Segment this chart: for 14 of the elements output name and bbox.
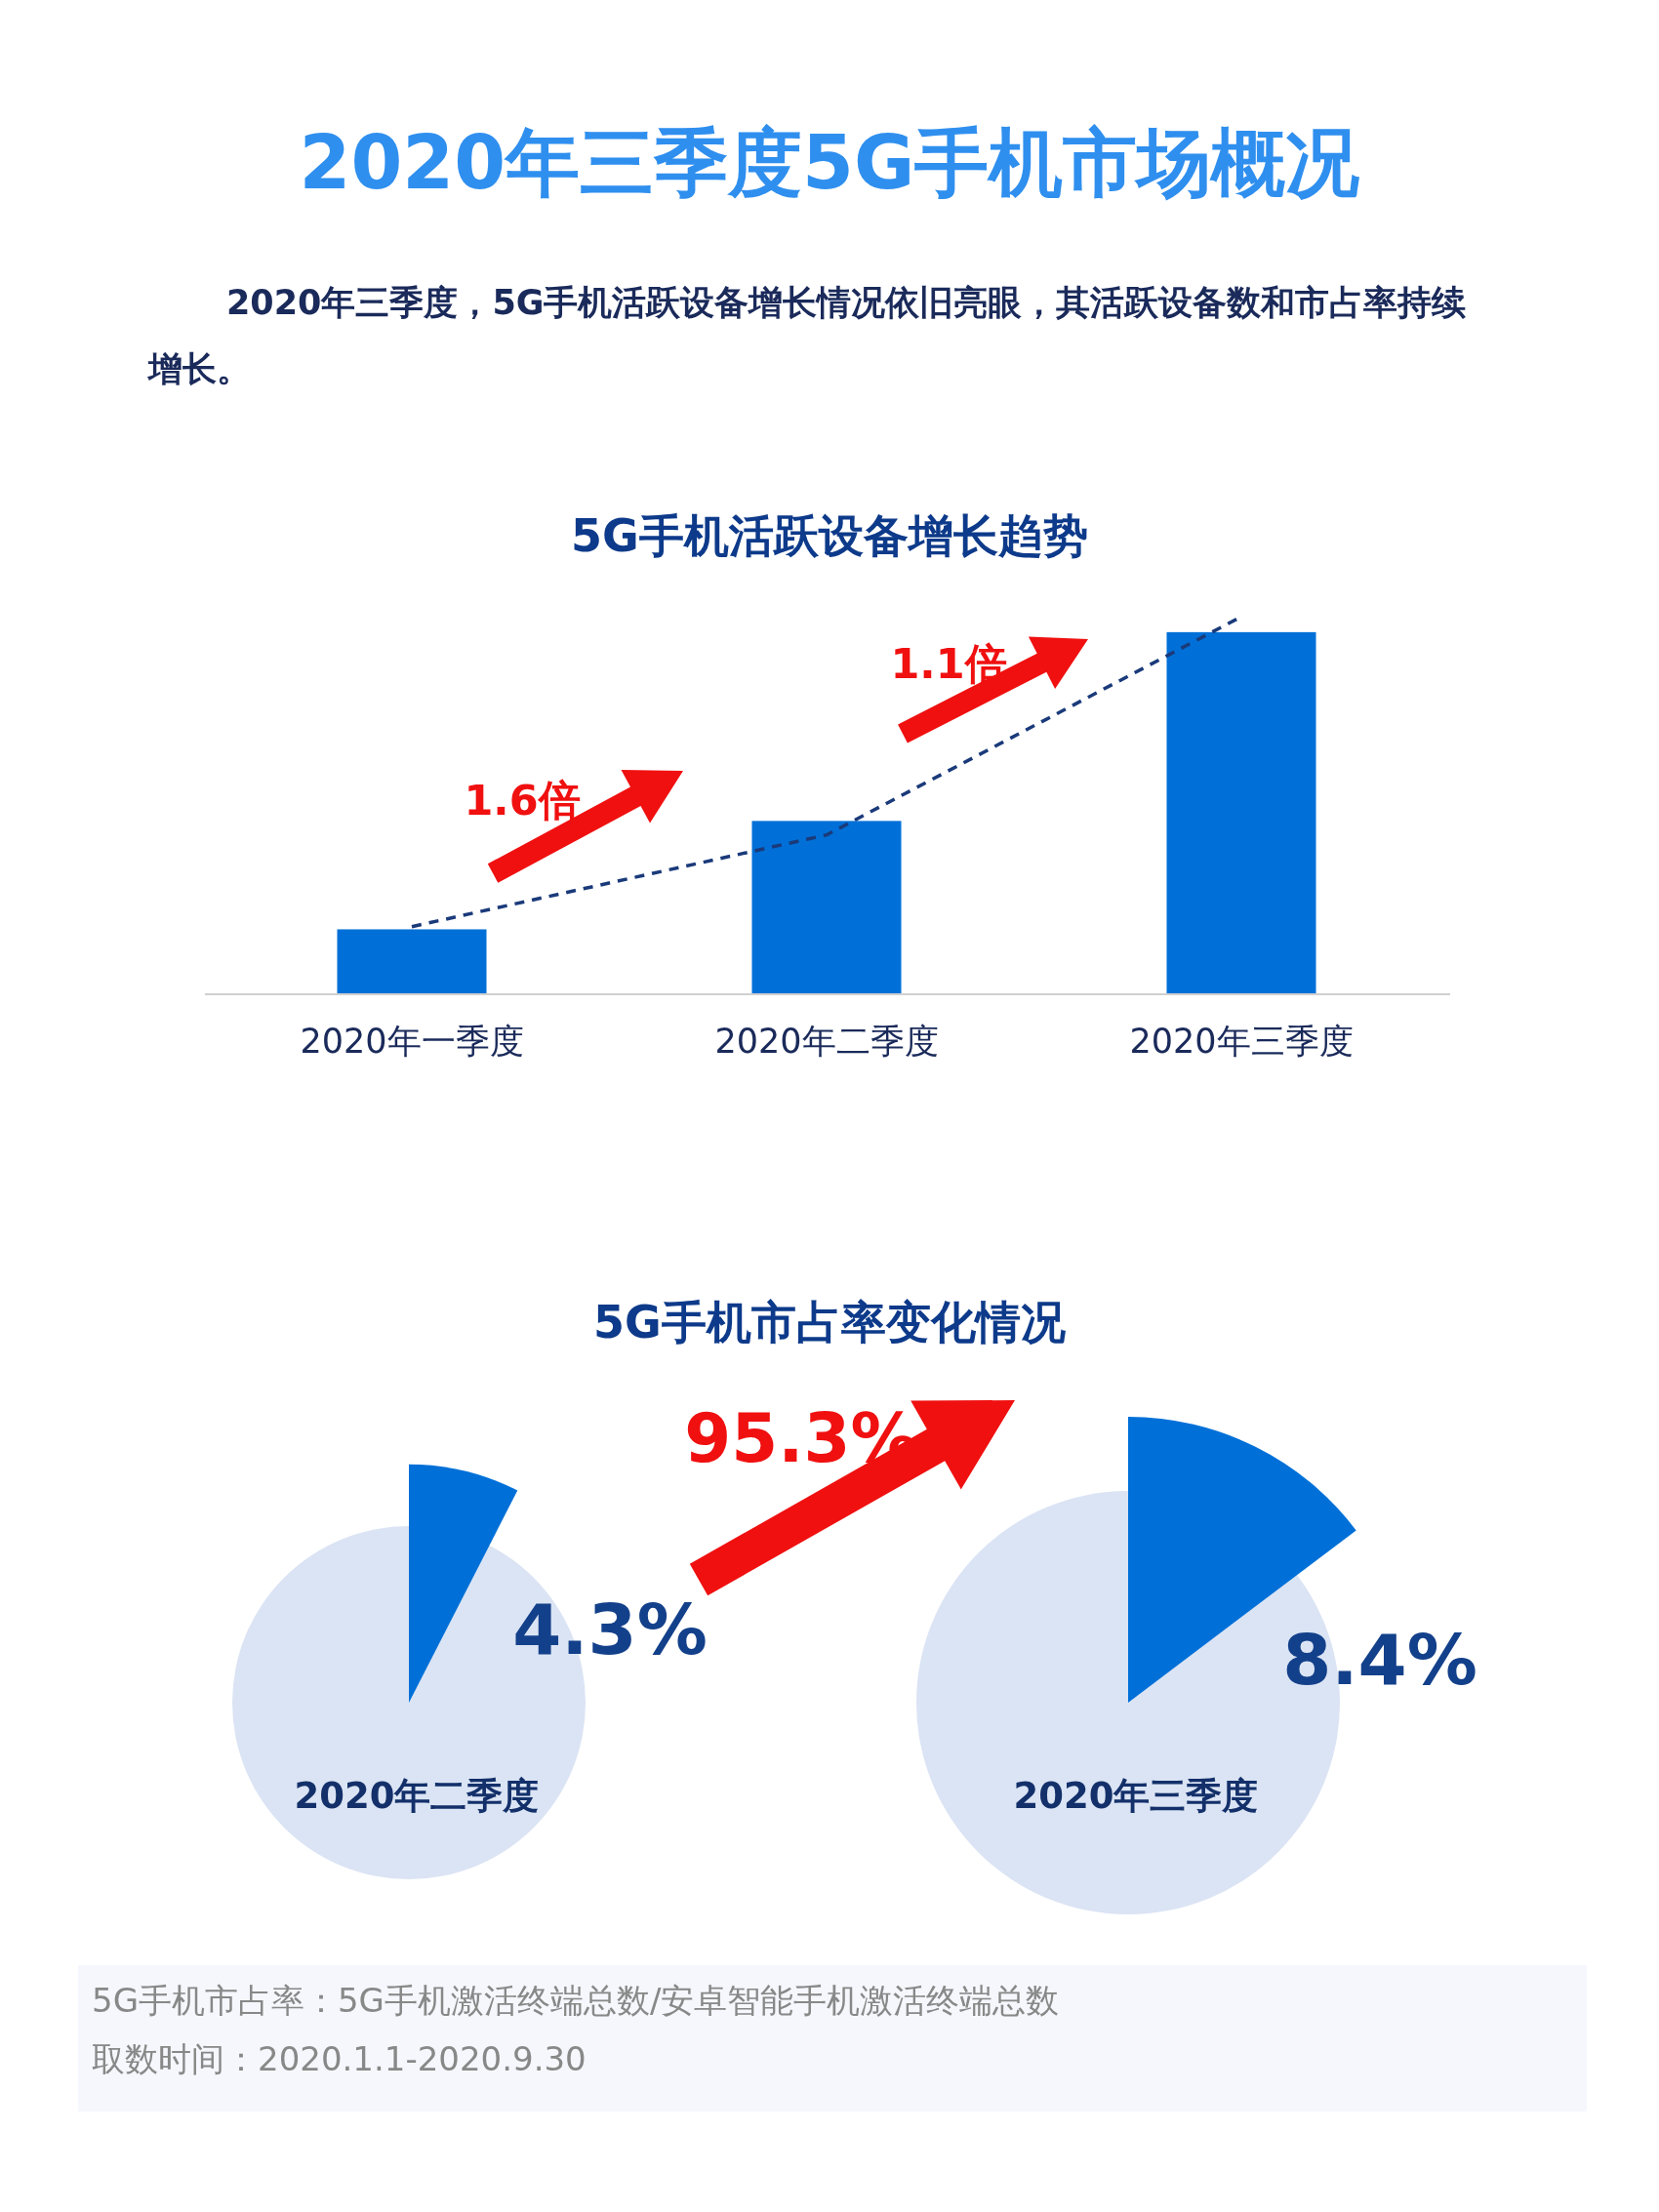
x-tick-label: 2020年二季度 — [714, 1022, 939, 1061]
category-label: 2020年二季度 — [294, 1774, 540, 1817]
data-label: 4.3% — [512, 1589, 708, 1670]
chart-title: 5G手机活跃设备增长趋势 — [571, 509, 1088, 562]
text: 2020年三季度5G手机市场概况 — [299, 118, 1360, 206]
text: 2020年三季度，5G手机活跃设备增长情况依旧亮眼，其活跃设备数和市占率持续增长。 — [146, 283, 1467, 388]
data-label: 8.4% — [1282, 1619, 1477, 1701]
x-tick-label: 2020年三季度 — [1129, 1022, 1354, 1061]
text: 5G手机市占率：5G手机激活终端总数/安卓智能手机激活终端总数 — [92, 1981, 1060, 2020]
category-label: 2020年三季度 — [1013, 1774, 1259, 1817]
text: 5G手机市占率变化情况 — [593, 1296, 1066, 1348]
text: 取数时间：2020.1.1-2020.9.30 — [92, 2039, 587, 2078]
annotation: 1.6倍 — [464, 776, 581, 824]
x-tick-label: 2020年一季度 — [300, 1022, 524, 1061]
